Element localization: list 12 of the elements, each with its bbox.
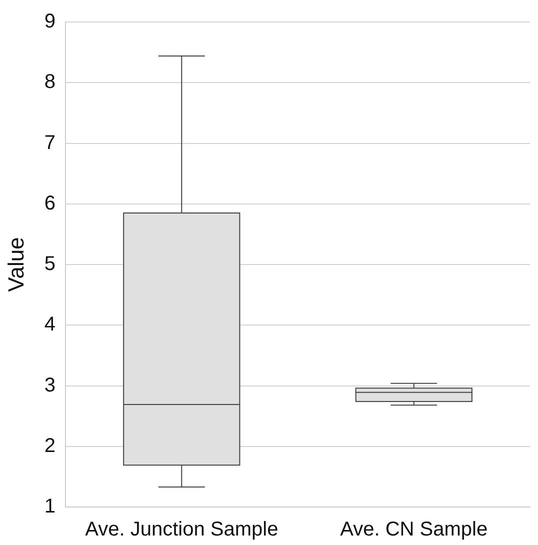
y-tick-label: 2	[44, 434, 56, 457]
y-axis-title: Value	[3, 237, 28, 292]
y-tick-label: 1	[44, 496, 56, 518]
y-tick-label: 9	[44, 10, 56, 33]
x-tick-label: Ave. Junction Sample	[85, 518, 278, 541]
y-tick-label: 3	[44, 374, 56, 396]
x-tick-label: Ave. CN Sample	[340, 518, 488, 541]
y-tick-label: 4	[44, 314, 56, 336]
y-tick-label: 6	[44, 192, 56, 214]
y-tick-label: 7	[44, 132, 56, 154]
y-tick-label: 5	[44, 253, 56, 276]
y-tick-label: 8	[44, 71, 56, 94]
